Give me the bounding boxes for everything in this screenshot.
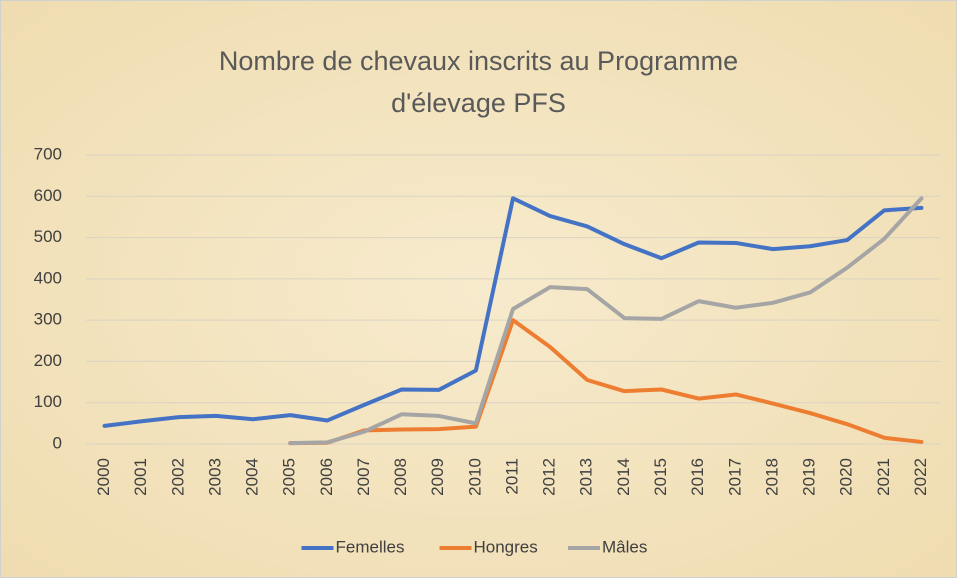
x-tick-label: 2011 (502, 458, 521, 495)
x-tick-label: 2005 (280, 458, 299, 496)
y-tick-label: 100 (34, 392, 62, 411)
y-tick-label: 0 (53, 433, 62, 452)
x-tick-label: 2020 (837, 458, 856, 496)
x-tick-label: 2003 (205, 458, 224, 496)
y-tick-label: 300 (34, 310, 62, 329)
line-series (288, 196, 924, 446)
y-tick-label: 600 (34, 186, 62, 205)
y-tick-label: 700 (34, 144, 62, 163)
x-tick-label: 2004 (243, 458, 262, 496)
y-tick-label: 500 (34, 227, 62, 246)
x-tick-label: 2010 (465, 458, 484, 496)
y-tick-label: 200 (34, 351, 62, 370)
x-tick-label: 2019 (800, 458, 819, 496)
x-tick-label: 2014 (614, 458, 633, 496)
x-tick-label: 2001 (131, 458, 150, 496)
x-tick-label: 2013 (577, 458, 596, 496)
x-tick-label: 2015 (651, 458, 670, 496)
line-series (102, 196, 924, 428)
x-tick-label: 2022 (911, 458, 930, 496)
x-tick-label: 2017 (725, 458, 744, 496)
x-tick-label: 2021 (874, 458, 893, 496)
x-tick-label: 2009 (428, 458, 447, 496)
legend-label: Femelles (336, 537, 405, 556)
x-tick-label: 2007 (354, 458, 373, 496)
x-tick-label: 2000 (94, 458, 113, 496)
x-tick-label: 2012 (540, 458, 559, 496)
x-tick-label: 2018 (762, 458, 781, 496)
x-tick-label: 2002 (168, 458, 187, 496)
line-series (288, 318, 924, 446)
x-tick-label: 2016 (688, 458, 707, 496)
x-tick-label: 2008 (391, 458, 410, 496)
legend-label: Mâles (602, 537, 647, 556)
y-tick-label: 400 (34, 268, 62, 287)
legend-label: Hongres (474, 537, 538, 556)
x-tick-label: 2006 (317, 458, 336, 496)
